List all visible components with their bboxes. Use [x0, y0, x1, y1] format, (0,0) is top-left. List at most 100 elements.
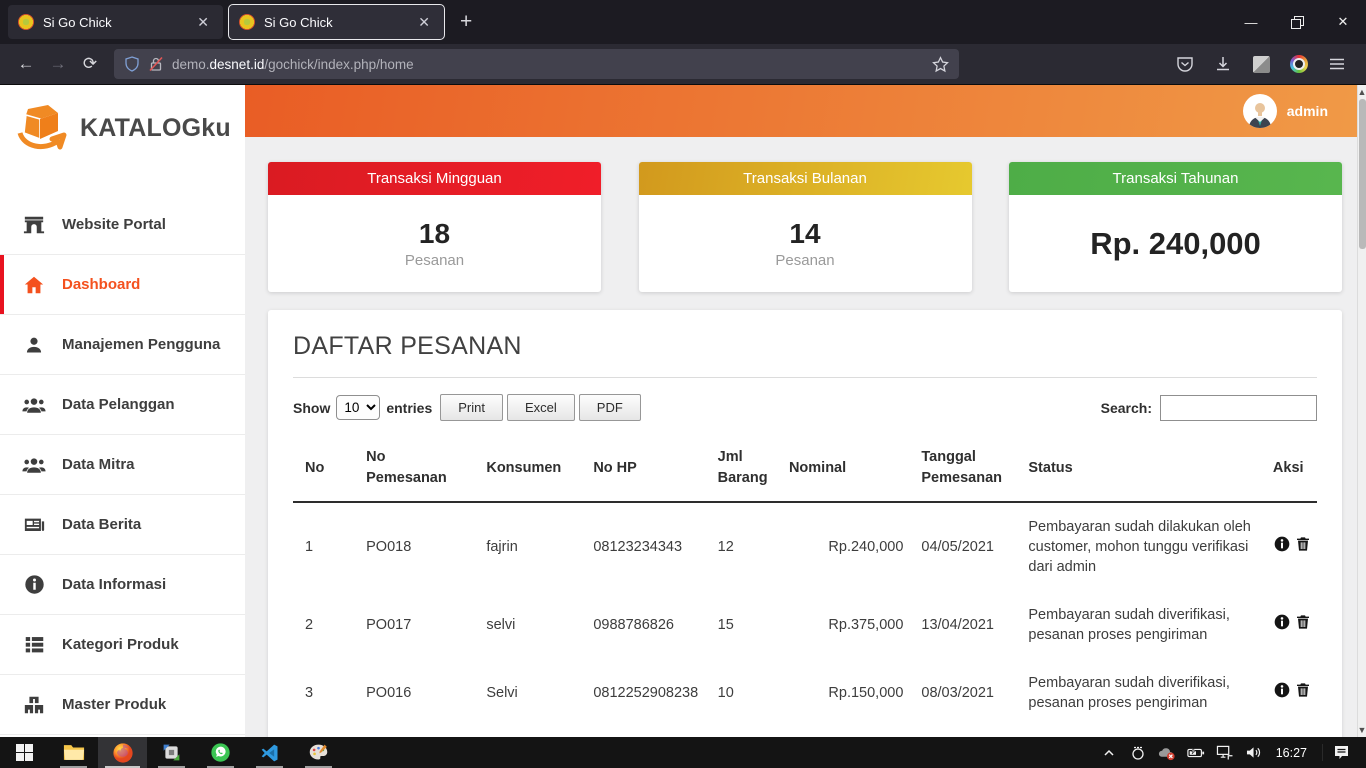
detail-info-icon[interactable]: [1274, 682, 1290, 698]
sidebar-item-kategori-produk[interactable]: Kategori Produk: [0, 615, 245, 675]
windows-taskbar: 16:27: [0, 737, 1366, 768]
tracking-shield-icon[interactable]: [124, 56, 140, 72]
detail-info-icon[interactable]: [1274, 614, 1290, 630]
action-center-icon[interactable]: [1322, 744, 1360, 761]
new-tab-button[interactable]: +: [450, 10, 482, 34]
url-bar[interactable]: demo.desnet.id/gochick/index.php/home: [114, 49, 959, 79]
sidebar-item-dashboard[interactable]: Dashboard: [0, 255, 245, 315]
sidebar-item-label: Data Informasi: [62, 576, 166, 593]
column-header: Aksi: [1261, 435, 1317, 502]
scrollbar-thumb[interactable]: [1359, 99, 1366, 249]
cell-status: Pembayaran sudah diverifikasi, pesanan p…: [1016, 591, 1261, 659]
cell-tanggal: 13/04/2021: [909, 591, 1016, 659]
app-logo-text: KATALOGku: [80, 114, 231, 143]
toolbar-icons: [1170, 49, 1356, 79]
extension-icon[interactable]: [1246, 49, 1276, 79]
system-tray: 16:27: [1098, 737, 1366, 768]
forward-icon[interactable]: →: [42, 49, 74, 79]
tab-close-icon[interactable]: ✕: [414, 12, 434, 33]
list-icon: [22, 633, 46, 657]
back-icon[interactable]: ←: [10, 49, 42, 79]
tab-close-icon[interactable]: ✕: [193, 12, 213, 33]
cell-konsumen: fajrin: [474, 502, 581, 591]
newspaper-icon: [22, 513, 46, 537]
colorful-extension-icon[interactable]: [1284, 49, 1314, 79]
print-button[interactable]: Print: [440, 394, 503, 421]
chevron-up-icon[interactable]: [1098, 746, 1120, 760]
taskbar-clock[interactable]: 16:27: [1272, 746, 1315, 760]
user-menu[interactable]: admin: [1243, 94, 1328, 128]
sidebar: KATALOGku Website Portal Dashboard Manajem…: [0, 85, 245, 737]
cell-status: Pembayaran sudah dilakukan oleh customer…: [1016, 502, 1261, 591]
column-header: Tanggal Pemesanan: [909, 435, 1016, 502]
sidebar-item-data-pelanggan[interactable]: Data Pelanggan: [0, 375, 245, 435]
window-minimize-button[interactable]: —: [1228, 0, 1274, 44]
cell-tanggal: 18/01/2021: [909, 727, 1016, 737]
taskbar-whatsapp-icon[interactable]: [196, 737, 245, 768]
downloads-icon[interactable]: [1208, 49, 1238, 79]
sidebar-item-master-produk[interactable]: Master Produk: [0, 675, 245, 735]
delete-trash-icon[interactable]: [1295, 536, 1311, 552]
taskbar-vscode-icon[interactable]: [245, 737, 294, 768]
search-input[interactable]: [1160, 395, 1317, 421]
insecure-lock-icon[interactable]: [148, 56, 164, 72]
taskbar-capture-tool-icon[interactable]: [147, 737, 196, 768]
volume-icon[interactable]: [1243, 745, 1265, 760]
sidebar-item-data-informasi[interactable]: Data Informasi: [0, 555, 245, 615]
sidebar-item-data-berita[interactable]: Data Berita: [0, 495, 245, 555]
onedrive-offline-icon[interactable]: [1156, 745, 1178, 761]
pocket-icon[interactable]: [1170, 49, 1200, 79]
sidebar-menu: Website Portal Dashboard Manajemen Penggun…: [0, 195, 245, 735]
tab-title: Si Go Chick: [43, 15, 193, 30]
reload-icon[interactable]: ⟳: [74, 49, 106, 79]
browser-tab-2-active[interactable]: Si Go Chick ✕: [229, 5, 444, 39]
order-row: 2PO017selvi098878682615Rp.375,00013/04/2…: [293, 591, 1317, 659]
taskbar-explorer-icon[interactable]: [49, 737, 98, 768]
card-transaksi-bulanan: Transaksi Bulanan 14 Pesanan: [639, 162, 972, 292]
site-favicon: [18, 14, 34, 30]
page-viewport: KATALOGku Website Portal Dashboard Manajem…: [0, 85, 1366, 737]
entries-label: entries: [386, 400, 432, 416]
scroll-down-icon[interactable]: ▼: [1358, 723, 1366, 737]
detail-info-icon[interactable]: [1274, 536, 1290, 552]
sidebar-item-label: Data Mitra: [62, 456, 135, 473]
sidebar-item-data-mitra[interactable]: Data Mitra: [0, 435, 245, 495]
window-close-button[interactable]: ✕: [1320, 0, 1366, 44]
column-header: No HP: [581, 435, 705, 502]
url-text: demo.desnet.id/gochick/index.php/home: [172, 57, 414, 72]
scroll-up-icon[interactable]: ▲: [1358, 85, 1366, 99]
start-button[interactable]: [0, 737, 49, 768]
app-logo[interactable]: KATALOGku: [0, 85, 245, 167]
browser-scrollbar[interactable]: ▲ ▼: [1357, 85, 1366, 737]
power-icon[interactable]: [1185, 746, 1207, 760]
page-length-select[interactable]: 10: [336, 395, 380, 420]
column-header: Jml Barang: [706, 435, 777, 502]
users-icon: [22, 393, 46, 417]
sidebar-item-label: Master Produk: [62, 696, 166, 713]
sidebar-item-manajemen-pengguna[interactable]: Manajemen Pengguna: [0, 315, 245, 375]
cell-nominal: Rp.240,000: [777, 727, 909, 737]
menu-hamburger-icon[interactable]: [1322, 49, 1352, 79]
browser-tab-1[interactable]: Si Go Chick ✕: [8, 5, 223, 39]
window-restore-button[interactable]: [1274, 0, 1320, 44]
sidebar-item-label: Dashboard: [62, 276, 140, 293]
main-area: admin Transaksi Mingguan 18 Pesanan Tran…: [245, 85, 1366, 737]
orders-table: NoNo PemesananKonsumenNo HPJml BarangNom…: [293, 435, 1317, 737]
browser-tab-bar: Si Go Chick ✕ Si Go Chick ✕ + — ✕: [0, 0, 1366, 44]
windows-update-icon[interactable]: [1127, 745, 1149, 761]
sidebar-item-label: Data Berita: [62, 516, 141, 533]
sidebar-item-website-portal[interactable]: Website Portal: [0, 195, 245, 255]
order-row: 4PO015fajrin0812323434312Rp.240,00018/01…: [293, 727, 1317, 737]
taskbar-paint-icon[interactable]: [294, 737, 343, 768]
delete-trash-icon[interactable]: [1295, 682, 1311, 698]
column-header: No Pemesanan: [354, 435, 474, 502]
bookmark-star-icon[interactable]: [932, 56, 949, 73]
excel-button[interactable]: Excel: [507, 394, 575, 421]
cell-status: Pesanan sudah diterima customer, Terima …: [1016, 727, 1261, 737]
delete-trash-icon[interactable]: [1295, 614, 1311, 630]
taskbar-firefox-icon[interactable]: [98, 737, 147, 768]
pdf-button[interactable]: PDF: [579, 394, 641, 421]
network-icon[interactable]: [1214, 745, 1236, 760]
home-icon: [22, 273, 46, 297]
order-row: 3PO016Selvi081225290823810Rp.150,00008/0…: [293, 659, 1317, 727]
